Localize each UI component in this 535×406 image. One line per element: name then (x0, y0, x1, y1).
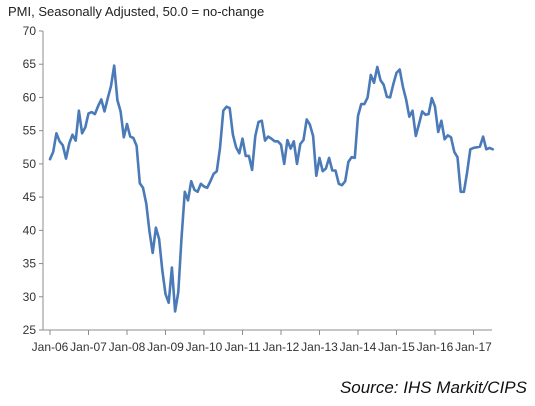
x-tick-label: Jan-11 (225, 340, 261, 354)
x-tick-label: Jan-17 (455, 340, 492, 354)
y-tick-label: 65 (23, 57, 37, 71)
x-tick-label: Jan-14 (340, 340, 377, 354)
x-tick-label: Jan-12 (263, 340, 300, 354)
x-tick-label: Jan-06 (32, 340, 69, 354)
y-tick-label: 60 (23, 90, 37, 104)
x-tick-label: Jan-07 (70, 340, 107, 354)
x-tick-label: Jan-08 (109, 340, 146, 354)
y-tick-label: 55 (23, 124, 37, 138)
y-tick-label: 45 (23, 190, 37, 204)
x-tick-label: Jan-13 (301, 340, 338, 354)
series-group (48, 64, 495, 313)
chart-title: PMI, Seasonally Adjusted, 50.0 = no-chan… (8, 4, 265, 19)
source-note: Source: IHS Markit/CIPS (339, 378, 527, 397)
x-axis: Jan-06 Jan-07 Jan-08 Jan-09 Jan-10 Jan-11 Jan-… (32, 329, 492, 354)
y-axis: 25 30 35 40 45 50 55 60 65 70 (23, 24, 44, 337)
y-tick-label: 70 (23, 24, 37, 38)
x-tick-label: Jan-09 (147, 340, 184, 354)
y-tick-label: 25 (23, 323, 37, 337)
y-tick-label: 50 (23, 157, 37, 171)
y-tick-label: 35 (23, 257, 37, 271)
x-tick-label: Jan-10 (186, 340, 223, 354)
y-tick-label: 30 (23, 290, 37, 304)
x-tick-label: Jan-16 (417, 340, 454, 354)
y-tick-label: 40 (23, 223, 37, 237)
series-line-0 (48, 64, 495, 313)
x-tick-label: Jan-15 (378, 340, 415, 354)
